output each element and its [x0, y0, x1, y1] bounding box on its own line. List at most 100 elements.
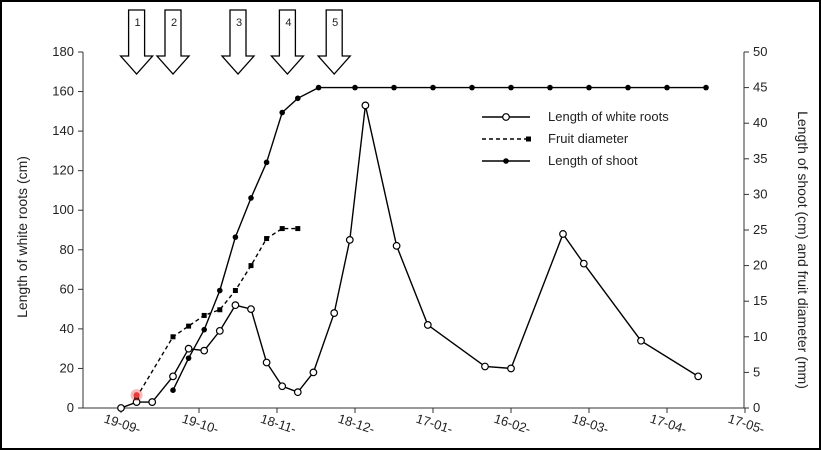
highlight-point [133, 392, 140, 399]
data-point [345, 235, 354, 244]
data-point [232, 288, 238, 294]
data-point [184, 344, 193, 353]
data-point [330, 309, 339, 317]
y-left-tick-label: 140 [52, 123, 74, 138]
data-point [185, 355, 192, 361]
data-point [352, 84, 358, 91]
legend-label: Length of white roots [548, 109, 669, 124]
event-arrow [119, 9, 155, 75]
data-point [469, 84, 475, 91]
data-point [694, 372, 703, 381]
y-left-tick-label: 160 [52, 84, 74, 99]
y-left-tick-label: 180 [52, 44, 74, 59]
y-right-tick-label: 10 [753, 329, 767, 344]
data-point [579, 259, 588, 268]
event-arrow-label: 2 [171, 17, 177, 29]
y-axis-right-title: Length of shoot (cm) and fruit diameter … [795, 111, 811, 389]
event-arrow-label: 1 [135, 17, 141, 29]
legend-marker [502, 113, 510, 121]
data-point [263, 159, 270, 166]
data-point [423, 321, 432, 329]
series-group [117, 84, 709, 412]
event-arrow [155, 9, 191, 75]
event-arrow-label: 3 [236, 17, 242, 29]
y-right-tick-label: 25 [753, 222, 767, 237]
data-point [231, 301, 240, 310]
event-arrow [269, 9, 305, 75]
data-point [232, 234, 239, 240]
legend: Length of white roots Fruit diameter Lengt… [482, 109, 669, 168]
data-point [392, 241, 401, 250]
data-point [186, 323, 192, 329]
data-point [508, 84, 514, 91]
data-point [201, 326, 207, 333]
y-axis-left-title: Length of white roots (cm) [14, 156, 30, 318]
y-right-tick-label: 0 [753, 400, 760, 415]
legend-label: Length of shoot [548, 153, 638, 168]
data-point [262, 358, 271, 367]
data-point [117, 404, 125, 412]
data-point [664, 84, 670, 91]
data-point [169, 372, 177, 381]
y-right-tick-label: 5 [753, 364, 760, 379]
data-point [170, 387, 176, 394]
y-right-tick-label: 15 [753, 293, 767, 308]
y-left-tick-label: 100 [52, 202, 74, 217]
y-left-tick-label: 20 [60, 360, 74, 375]
data-point [315, 84, 322, 91]
y-left-tick-label: 40 [60, 321, 74, 336]
legend-marker [503, 158, 509, 164]
data-point [217, 287, 223, 294]
event-arrow-label: 5 [332, 17, 338, 29]
y-right-tick-label: 30 [753, 186, 767, 201]
data-point [361, 101, 370, 110]
data-point [430, 84, 436, 91]
data-point [481, 362, 489, 371]
event-arrow [316, 9, 352, 75]
event-arrows: 1 2 3 4 5 [119, 9, 352, 75]
event-arrow-label: 4 [285, 17, 291, 29]
y-left-tick-label: 80 [60, 242, 74, 257]
data-point [507, 364, 515, 373]
series-line [136, 227, 298, 398]
data-point [248, 195, 254, 201]
data-point [217, 307, 223, 313]
series-line [120, 105, 699, 409]
data-point [201, 312, 207, 318]
data-point [248, 263, 254, 269]
y-right-tick-label: 45 [753, 80, 767, 95]
y-right-tick-label: 20 [753, 258, 767, 273]
y-left-tick-label: 0 [67, 400, 74, 415]
y-right-tick-label: 40 [753, 115, 767, 130]
y-right-tick-label: 50 [753, 44, 767, 59]
data-point [293, 388, 302, 397]
event-arrow [220, 9, 256, 75]
data-point [264, 236, 270, 242]
data-point [703, 84, 709, 91]
data-point [637, 336, 645, 345]
data-point [215, 326, 224, 335]
data-point [279, 109, 286, 116]
data-point [247, 305, 255, 314]
data-point [278, 382, 287, 391]
data-point [295, 95, 301, 102]
data-point [295, 226, 301, 232]
legend-marker [526, 136, 531, 142]
series-line [172, 86, 706, 391]
data-point [148, 398, 157, 406]
data-point [559, 230, 567, 238]
y-right-tick-label: 35 [753, 151, 767, 166]
legend-label: Fruit diameter [548, 131, 629, 146]
y-left-tick-label: 60 [60, 281, 74, 296]
data-point [625, 84, 631, 91]
data-point [547, 84, 553, 91]
y-left-tick-label: 120 [52, 163, 74, 178]
data-point [200, 346, 209, 355]
data-point [279, 226, 285, 232]
data-point [391, 84, 397, 91]
data-point [170, 334, 176, 340]
data-point [309, 368, 318, 377]
